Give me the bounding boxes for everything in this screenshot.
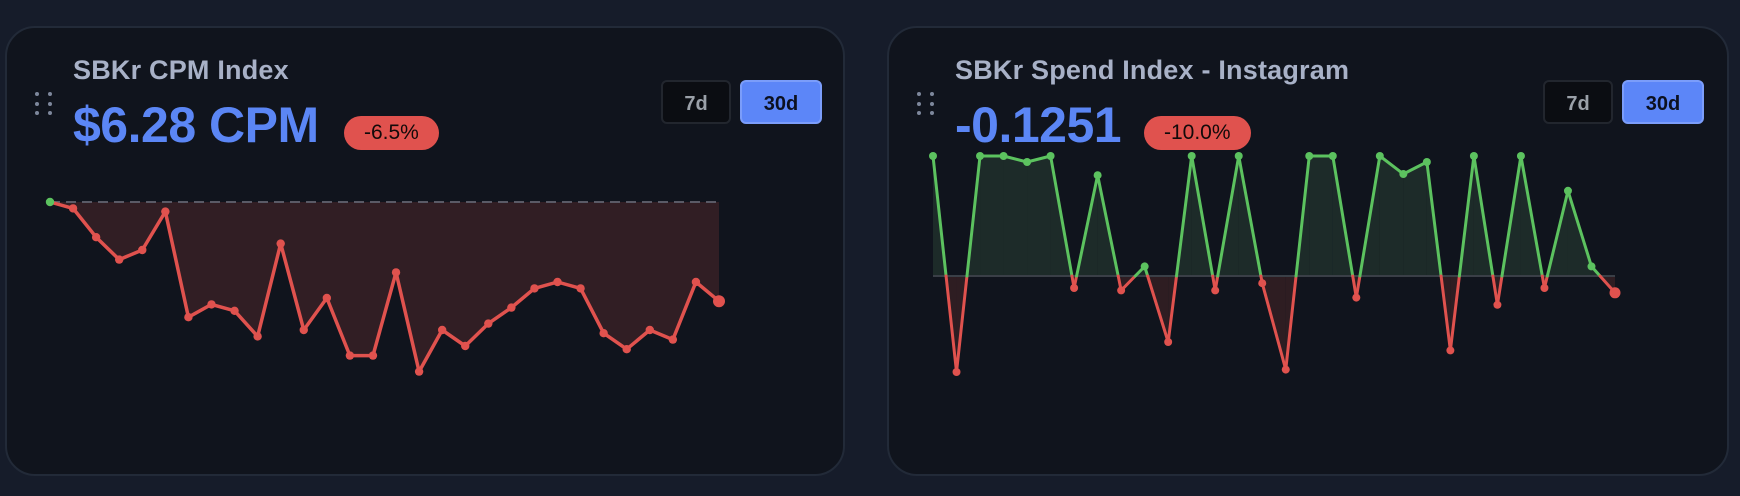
spend-area-chart [929,152,1621,376]
range-30d-button[interactable]: 30d [1622,80,1704,124]
range-7d-button[interactable]: 7d [661,80,731,124]
cpm-index-card: SBKr CPM Index $6.28 CPM -6.5% 7d 30d [5,26,845,476]
metric-value: -0.1251 [955,97,1122,153]
change-badge: -10.0% [1144,116,1251,150]
card-title: SBKr Spend Index - Instagram [955,55,1350,85]
change-badge: -6.5% [344,116,439,150]
drag-handle-icon[interactable] [35,92,55,116]
range-30d-button[interactable]: 30d [740,80,822,124]
spend-index-card: SBKr Spend Index - Instagram -0.1251 -10… [887,26,1729,476]
card-title: SBKr CPM Index [73,55,289,85]
drag-handle-icon[interactable] [917,92,937,116]
metric-value: $6.28 CPM [73,97,319,153]
range-7d-button[interactable]: 7d [1543,80,1613,124]
cpm-line-chart [45,197,725,376]
